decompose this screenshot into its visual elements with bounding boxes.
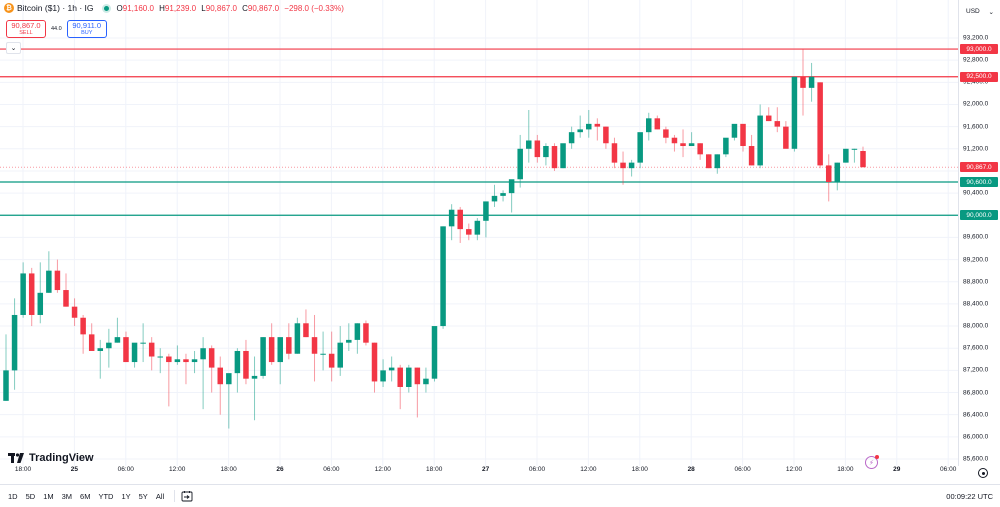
tradingview-text: TradingView [29, 452, 94, 464]
time-tick: 06:00 [940, 466, 957, 473]
collapse-legend-button[interactable]: ⌄ [6, 42, 21, 54]
time-tick: 12:00 [169, 466, 186, 473]
range-button-1d[interactable]: 1D [8, 491, 18, 501]
close-value: 90,867.0 [247, 3, 280, 13]
time-tick: 18:00 [426, 466, 443, 473]
price-level-label: 92,500.0 [960, 71, 998, 82]
price-axis[interactable]: 93,200.0 92,800.0 92,400.0 92,000.0 91,600.0… [958, 0, 1000, 466]
currency-selector[interactable]: USD ⌄ [963, 5, 997, 18]
low-value: 90,867.0 [205, 3, 237, 13]
range-button-5y[interactable]: 5Y [138, 491, 148, 501]
close-label: C [242, 3, 248, 13]
bitcoin-icon: ₿ [4, 3, 14, 13]
price-tick: 89,200.0 [963, 256, 989, 264]
price-tick: 87,200.0 [963, 366, 989, 374]
symbol-title[interactable]: Bitcoin ($1) · 1h · IG [17, 3, 94, 13]
time-tick: 26 [276, 466, 284, 473]
price-tick: 86,800.0 [963, 389, 989, 397]
change-value: −298.0 (−0.33%) [284, 3, 344, 13]
price-level-label: 93,000.0 [960, 44, 998, 55]
time-tick: 12:00 [374, 466, 391, 473]
divider [174, 490, 176, 502]
low-label: L [201, 3, 206, 13]
time-tick: 28 [687, 466, 695, 473]
trade-buttons: 90,867.0 SELL 44.0 90,911.0 BUY [6, 20, 107, 38]
price-tick: 92,800.0 [963, 56, 989, 64]
buy-price: 90,911.0 [72, 21, 102, 30]
sell-label: SELL [19, 29, 33, 36]
high-value: 91,239.0 [164, 3, 197, 13]
spread-value: 44.0 [51, 26, 62, 32]
range-button-6m[interactable]: 6M [80, 491, 91, 501]
time-tick: 12:00 [580, 466, 597, 473]
price-tick: 92,400.0 [963, 78, 989, 86]
range-button-1y[interactable]: 1Y [121, 491, 131, 501]
price-tick: 85,600.0 [963, 455, 989, 463]
price-tick: 88,000.0 [963, 322, 989, 330]
time-tick: 12:00 [785, 466, 803, 473]
sell-price: 90,867.0 [11, 21, 41, 30]
price-level-label: 90,867.0 [960, 162, 998, 173]
price-tick: 88,800.0 [963, 278, 989, 286]
range-button-3m[interactable]: 3M [61, 491, 73, 501]
time-tick: 29 [893, 466, 901, 473]
time-tick: 18:00 [631, 466, 648, 473]
range-button-all[interactable]: All [155, 491, 165, 501]
tradingview-logo-icon [8, 453, 24, 463]
open-label: O [116, 3, 123, 13]
price-tick: 93,200.0 [963, 34, 989, 42]
tradingview-logo[interactable]: TradingView [8, 452, 94, 464]
high-label: H [159, 3, 165, 13]
chevron-down-icon: ⌄ [10, 45, 17, 52]
price-tick: 92,000.0 [963, 100, 989, 108]
price-level-label: 90,000.0 [960, 210, 998, 221]
time-tick: 18:00 [837, 466, 854, 473]
axis-settings-icon[interactable] [978, 468, 988, 478]
chevron-down-icon: ⌄ [988, 8, 994, 16]
bottom-toolbar: 1D 5D 1M 3M 6M YTD 1Y 5Y All 00:09:22 UTC [0, 484, 1000, 507]
time-tick: 06:00 [734, 466, 751, 473]
time-tick: 06:00 [323, 466, 340, 473]
price-level-label: 90,600.0 [960, 177, 998, 188]
live-dot-icon [103, 5, 109, 11]
price-tick: 91,200.0 [963, 145, 989, 153]
price-tick: 86,000.0 [963, 433, 989, 441]
chart-header: ₿ Bitcoin ($1) · 1h · IG O91,160.0 H91,2… [4, 3, 347, 13]
time-tick: 18:00 [14, 466, 32, 473]
calendar-goto-icon[interactable] [181, 490, 193, 502]
utc-clock[interactable]: 00:09:22 UTC [946, 492, 993, 501]
candlestick-chart[interactable] [0, 0, 958, 466]
price-tick: 90,400.0 [963, 189, 989, 197]
notification-dot [875, 455, 879, 459]
range-buttons: 1D 5D 1M 3M 6M YTD 1Y 5Y All [8, 492, 172, 501]
ohlc-legend: O91,160.0 H91,239.0 L90,867.0 C90,867.0 … [117, 4, 347, 13]
buy-button[interactable]: 90,911.0 BUY [66, 20, 107, 38]
buy-label: BUY [81, 29, 93, 36]
time-axis[interactable]: 18:00 25 06:00 12:00 18:00 26 06:00 12:00 18:00 2… [0, 466, 958, 480]
currency-label: USD [966, 8, 980, 15]
range-button-ytd[interactable]: YTD [98, 491, 114, 501]
price-tick: 87,600.0 [963, 344, 989, 352]
sell-button[interactable]: 90,867.0 SELL [6, 20, 46, 38]
time-tick: 27 [481, 466, 490, 473]
time-tick: 25 [70, 466, 79, 473]
time-tick: 06:00 [117, 466, 134, 473]
time-tick: 06:00 [528, 466, 546, 473]
open-value: 91,160.0 [122, 3, 154, 13]
price-tick: 89,600.0 [963, 233, 989, 241]
alert-lightning-icon[interactable]: ⚡ [865, 455, 879, 469]
time-tick: 18:00 [220, 466, 237, 473]
price-tick: 86,400.0 [963, 411, 989, 419]
price-tick: 91,600.0 [963, 123, 989, 131]
price-tick: 88,400.0 [963, 300, 989, 308]
range-button-1m[interactable]: 1M [43, 491, 54, 501]
range-button-5d[interactable]: 5D [25, 491, 36, 501]
